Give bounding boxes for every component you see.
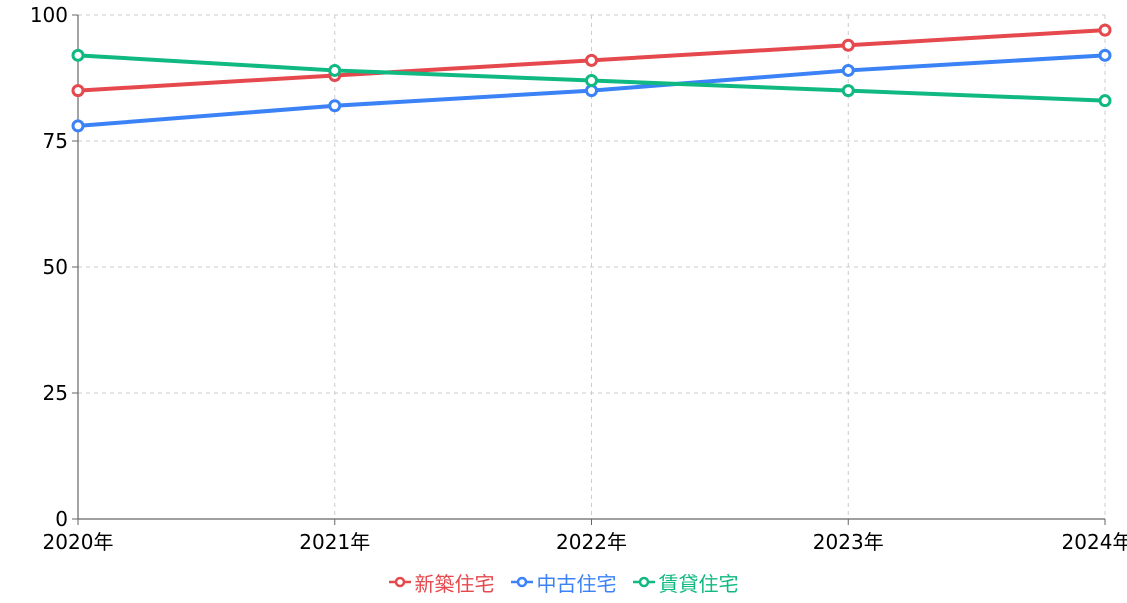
legend-label: 新築住宅	[414, 571, 495, 596]
legend: 新築住宅 中古住宅 賃貸住宅	[0, 565, 1127, 599]
legend-marker-icon	[632, 576, 655, 588]
data-point[interactable]	[1098, 48, 1112, 62]
data-point[interactable]	[585, 74, 598, 88]
data-point[interactable]	[1098, 94, 1112, 108]
data-point[interactable]	[585, 84, 598, 98]
tick-labels: 0 25 50 75 100 2020年 2021年 2022年 2023年 2024年	[30, 3, 1127, 554]
y-tick-label: 75	[43, 129, 68, 153]
legend-item[interactable]: 新築住宅	[388, 568, 495, 597]
data-point[interactable]	[71, 119, 85, 133]
x-tick-label: 2023年	[813, 530, 884, 554]
legend-item[interactable]: 賃貸住宅	[632, 568, 739, 597]
x-tick-label: 2020年	[43, 530, 114, 554]
y-tick-label: 25	[43, 381, 68, 405]
series-2	[71, 48, 1112, 108]
axes	[72, 14, 1106, 525]
y-tick-label: 50	[43, 255, 68, 279]
data-point[interactable]	[841, 63, 855, 77]
data-point[interactable]	[328, 63, 342, 77]
data-point[interactable]	[585, 53, 598, 67]
y-tick-label: 0	[55, 507, 68, 531]
legend-item[interactable]: 中古住宅	[510, 568, 617, 597]
legend-marker-icon	[510, 576, 533, 588]
legend-label: 中古住宅	[536, 571, 617, 596]
data-point[interactable]	[71, 84, 85, 98]
legend-marker-icon	[388, 576, 411, 588]
series-1	[71, 48, 1112, 133]
grid	[78, 14, 1106, 519]
x-tick-label: 2024年	[1062, 530, 1127, 554]
data-point[interactable]	[841, 84, 855, 98]
data-point[interactable]	[1098, 23, 1112, 37]
legend-label: 賃貸住宅	[658, 571, 739, 596]
data-point[interactable]	[841, 38, 855, 52]
data-point[interactable]	[71, 48, 85, 62]
x-tick-label: 2022年	[556, 530, 627, 554]
series-lines	[71, 23, 1112, 133]
x-tick-label: 2021年	[299, 530, 370, 554]
y-tick-label: 100	[30, 3, 68, 27]
data-point[interactable]	[328, 99, 342, 113]
